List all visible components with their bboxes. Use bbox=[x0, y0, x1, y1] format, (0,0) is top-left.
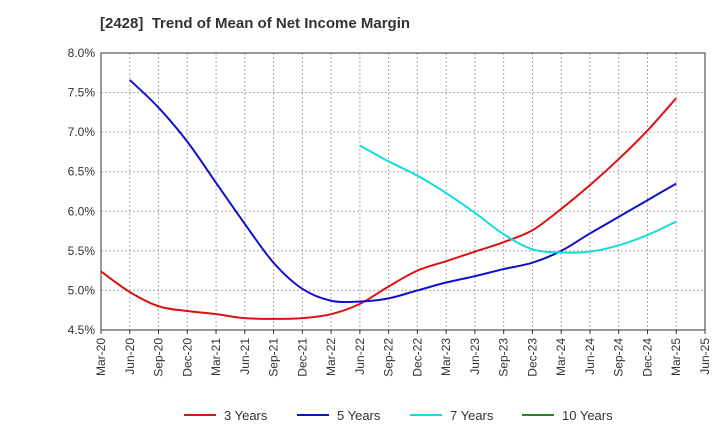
x-tick-label: Dec-21 bbox=[295, 338, 309, 377]
x-tick-label: Mar-24 bbox=[554, 338, 568, 376]
legend-label: 10 Years bbox=[562, 407, 613, 423]
y-tick-label: 7.5% bbox=[68, 86, 96, 100]
x-tick-label: Sep-22 bbox=[382, 338, 396, 377]
legend-swatch bbox=[410, 414, 442, 416]
series-line-3-years bbox=[100, 97, 677, 320]
grid bbox=[100, 52, 706, 331]
x-tick-label: Jun-21 bbox=[238, 338, 252, 375]
chart-title: [2428] Trend of Mean of Net Income Margi… bbox=[100, 15, 411, 32]
x-tick-label: Mar-23 bbox=[439, 338, 453, 376]
y-tick-label: 5.0% bbox=[68, 283, 96, 297]
legend-label: 7 Years bbox=[450, 407, 494, 423]
y-tick-label: 4.5% bbox=[68, 323, 96, 337]
legend: 3 Years 5 Years 7 Years 10 Years bbox=[0, 404, 720, 426]
y-tick-label: 8.0% bbox=[68, 46, 96, 60]
legend-item: 3 Years bbox=[184, 404, 267, 426]
plot-frame bbox=[100, 52, 706, 331]
legend-swatch bbox=[184, 414, 216, 416]
series-line-5-years bbox=[129, 79, 677, 304]
x-tick-label: Sep-24 bbox=[612, 338, 626, 377]
y-tick-label: 6.0% bbox=[68, 204, 96, 218]
x-tick-label: Jun-22 bbox=[353, 338, 367, 375]
legend-item: 10 Years bbox=[522, 404, 613, 426]
series-line-7-years bbox=[359, 144, 677, 254]
x-tick-label: Jun-23 bbox=[468, 338, 482, 375]
x-tick-label: Mar-22 bbox=[324, 338, 338, 376]
legend-label: 3 Years bbox=[224, 407, 268, 423]
axes bbox=[100, 52, 706, 334]
y-tick-label: 6.5% bbox=[68, 165, 96, 179]
x-tick-label: Dec-20 bbox=[180, 338, 194, 377]
legend-label: 5 Years bbox=[337, 407, 381, 423]
legend-item: 5 Years bbox=[297, 404, 380, 426]
x-tick-label: Sep-21 bbox=[267, 338, 281, 377]
x-tick-label: Sep-20 bbox=[152, 338, 166, 377]
y-tick-label: 5.5% bbox=[68, 244, 96, 258]
series-lines bbox=[100, 79, 677, 320]
x-tick-label: Mar-20 bbox=[94, 338, 108, 376]
x-tick-label: Mar-25 bbox=[669, 338, 683, 376]
x-tick-label: Jun-24 bbox=[583, 338, 597, 375]
y-tick-labels: 4.5% 5.0% 5.5% 6.0% 6.5% 7.0% 7.5% 8.0% bbox=[68, 46, 96, 337]
legend-item: 7 Years bbox=[410, 404, 493, 426]
legend-swatch bbox=[297, 414, 329, 416]
legend-swatch bbox=[522, 414, 554, 416]
x-tick-label: Sep-23 bbox=[497, 338, 511, 377]
x-tick-label: Jun-20 bbox=[123, 338, 137, 375]
x-tick-labels: Mar-20 Jun-20 Sep-20 Dec-20 Mar-21 Jun-21 Sep-… bbox=[94, 338, 712, 377]
x-tick-label: Dec-22 bbox=[410, 338, 424, 377]
x-tick-label: Dec-24 bbox=[640, 338, 654, 377]
y-tick-label: 7.0% bbox=[68, 125, 96, 139]
x-tick-label: Jun-25 bbox=[698, 338, 712, 375]
x-tick-label: Dec-23 bbox=[525, 338, 539, 377]
x-tick-label: Mar-21 bbox=[209, 338, 223, 376]
